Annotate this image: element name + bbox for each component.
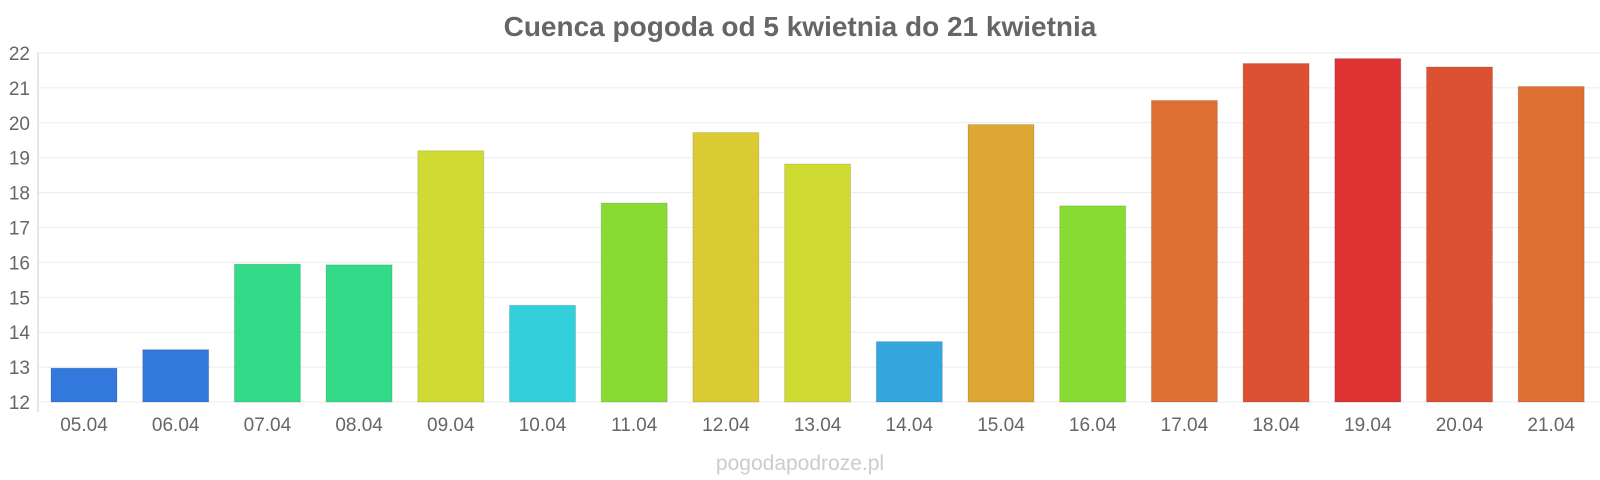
bar-12.04[interactable] [692,132,760,403]
y-tick-label: 22 [9,44,30,65]
y-tick-label: 18 [9,184,30,205]
bar-05.04[interactable] [50,367,118,403]
y-tick-label: 21 [9,79,30,100]
y-tick-label: 17 [9,219,30,240]
x-tick-label: 17.04 [1161,415,1209,436]
bar-20.04[interactable] [1426,66,1493,403]
x-tick-label: 11.04 [611,415,658,436]
x-tick-label: 13.04 [794,415,842,436]
y-tick-label: 12 [9,393,30,414]
bars [50,58,1585,403]
bar-11.04[interactable] [600,202,668,403]
x-tick-label: 08.04 [335,415,383,436]
x-tick-label: 20.04 [1436,415,1484,436]
bar-15.04[interactable] [967,124,1035,403]
x-tick-label: 10.04 [519,415,567,436]
bar-08.04[interactable] [325,264,393,403]
x-tick-label: 18.04 [1252,415,1300,436]
bar-14.04[interactable] [875,341,943,403]
x-tick-label: 09.04 [427,415,475,436]
bar-13.04[interactable] [784,163,852,403]
y-tick-label: 16 [9,253,30,274]
bar-16.04[interactable] [1059,205,1127,403]
bar-07.04[interactable] [233,263,301,403]
bar-21.04[interactable] [1517,86,1585,403]
x-tick-label: 21.04 [1527,415,1575,436]
bar-18.04[interactable] [1242,62,1310,403]
y-tick-label: 19 [9,149,30,170]
bar-17.04[interactable] [1150,99,1218,403]
x-tick-label: 19.04 [1344,415,1392,436]
watermark-text: pogodapodroze.pl [716,452,884,475]
bar-09.04[interactable] [417,150,485,403]
bar-10.04[interactable] [509,304,576,403]
chart-title: Cuenca pogoda od 5 kwietnia do 21 kwietn… [504,11,1097,42]
x-tick-label: 12.04 [702,415,750,436]
x-tick-label: 07.04 [244,415,292,436]
x-tick-label: 14.04 [886,415,934,436]
x-tick-label: 15.04 [977,415,1025,436]
y-tick-label: 13 [9,358,30,379]
x-axis-ticks: 05.04 06.04 07.04 08.04 09.04 10.04 11.04 12.04… [60,415,1575,436]
bar-19.04[interactable] [1334,58,1402,403]
y-axis-ticks: 12 13 14 15 16 17 18 19 20 21 22 [9,44,31,414]
bar-06.04[interactable] [142,349,210,403]
x-tick-label: 06.04 [152,415,200,436]
y-tick-label: 14 [9,323,31,344]
x-tick-label: 16.04 [1069,415,1117,436]
x-tick-label: 05.04 [60,415,108,436]
y-tick-label: 15 [9,288,30,309]
y-tick-label: 20 [9,114,30,135]
